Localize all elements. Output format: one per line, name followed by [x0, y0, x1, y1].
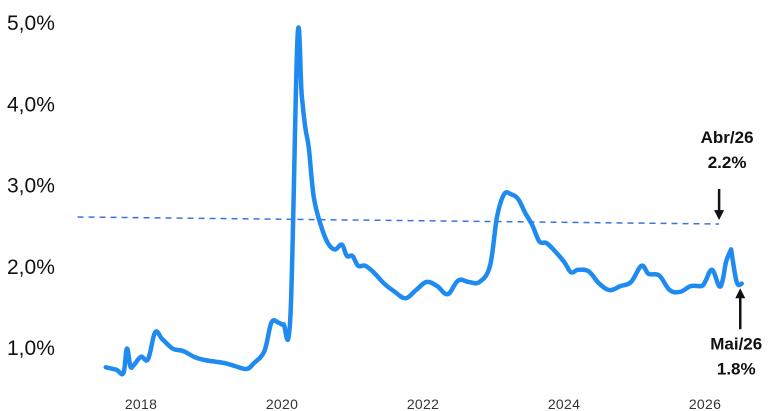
x-tick-label-0: 2018 — [125, 396, 157, 411]
annotation-mai-26: Mai/26 1.8% — [710, 288, 762, 378]
annotations-group: Abr/26 2.2% Mai/26 1.8% — [701, 128, 763, 378]
reference-dashed-line — [77, 216, 720, 225]
y-tick-label-0: 1,0% — [7, 337, 55, 360]
y-axis: 1,0% 2,0% 3,0% 4,0% 5,0% — [7, 12, 55, 360]
reference-line-group — [77, 216, 720, 225]
annotation-text-mai-26-0: Mai/26 — [710, 334, 762, 353]
annotation-text-abr-26-1: 2.2% — [708, 153, 747, 172]
series-group — [103, 25, 744, 377]
x-tick-label-3: 2024 — [548, 396, 580, 411]
x-tick-label-1: 2020 — [266, 396, 298, 411]
y-tick-label-2: 3,0% — [7, 175, 55, 198]
annotation-text-mai-26-1: 1.8% — [717, 359, 756, 378]
annotation-text-abr-26-0: Abr/26 — [701, 128, 754, 147]
y-tick-label-1: 2,0% — [7, 256, 55, 279]
x-axis: 2018 2020 2022 2024 2026 — [125, 396, 721, 411]
x-tick-label-2: 2022 — [407, 396, 439, 411]
annotation-abr-26: Abr/26 2.2% — [701, 128, 754, 221]
series-line-1 — [728, 247, 744, 288]
y-tick-label-4: 5,0% — [7, 12, 55, 35]
series-line-0 — [103, 25, 734, 377]
y-tick-label-3: 4,0% — [7, 93, 55, 116]
x-tick-label-4: 2026 — [689, 396, 721, 411]
